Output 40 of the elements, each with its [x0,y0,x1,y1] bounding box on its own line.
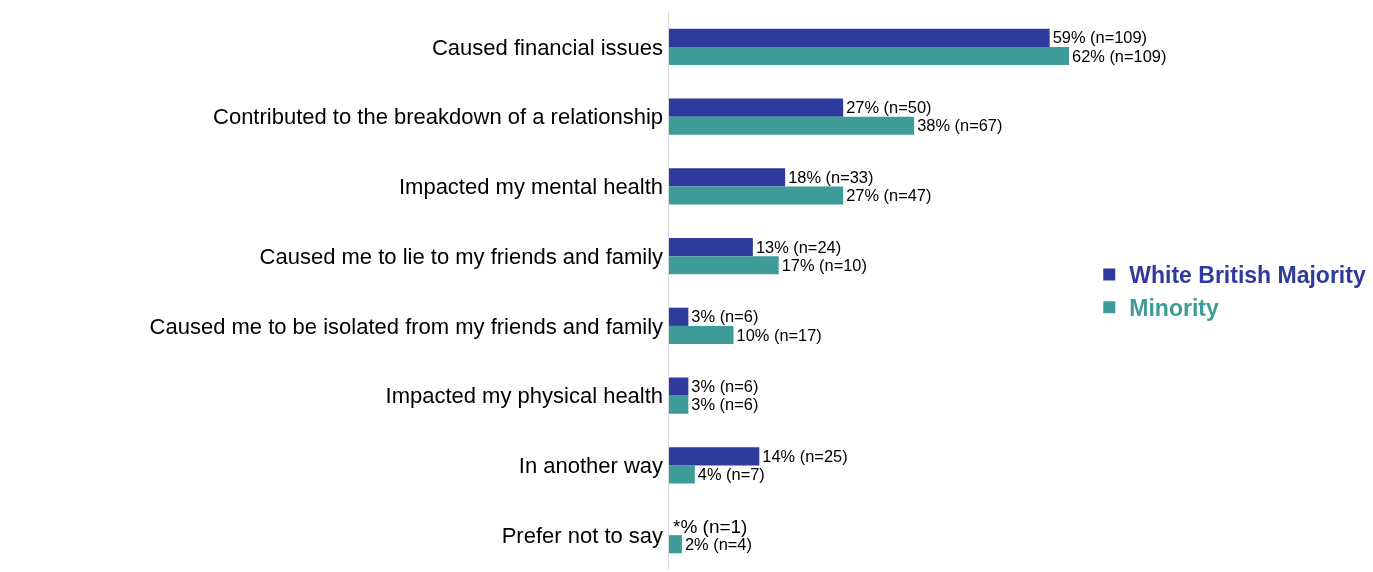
bar [669,465,695,484]
data-label: 13% (n=24) [755,237,842,256]
data-label: 3% (n=6) [691,377,759,396]
y-tick-label: Contributed to the breakdown of a relationship [213,104,664,130]
bar [669,168,786,187]
y-tick-label: Caused financial issues [431,34,664,60]
data-label: 59% (n=109) [1052,28,1148,47]
data-label: 38% (n=67) [917,116,1003,135]
data-label: 27% (n=50) [846,98,932,117]
bar [669,116,915,135]
data-label: 17% (n=10) [781,255,867,274]
data-label: 3% (n=6) [691,307,759,326]
bar [669,395,689,414]
bar [669,535,682,554]
bar [669,325,734,345]
data-label: 4% (n=7) [697,465,765,484]
data-label: 3% (n=6) [691,395,759,414]
data-label: 14% (n=25) [762,446,848,465]
text: *% (n=1) [673,516,748,537]
y-tick-label: In another way [518,453,664,479]
legend-label: Minority [1129,295,1219,322]
data-label: 62% (n=109) [1072,46,1167,65]
y-tick-label: Prefer not to say [501,522,664,548]
bar [669,447,760,466]
data-label: 10% (n=17) [736,325,822,344]
bar [669,28,1050,47]
bar [669,186,844,205]
y-tick-label: Caused me to lie to my friends and family [259,243,664,269]
bar [669,377,689,396]
y-tick-label: Impacted my physical health [385,383,664,409]
bar [669,307,689,326]
legend-label: White British Majority [1129,262,1366,289]
bar [669,46,1069,66]
bar [669,98,844,117]
bar [669,237,753,257]
data-label: 27% (n=47) [846,186,932,205]
data-label: 18% (n=33) [788,167,874,186]
y-tick-label: Impacted my mental health [398,174,664,200]
bar [669,256,779,275]
y-tick-label: Caused me to be isolated from my friends and family [149,313,664,339]
